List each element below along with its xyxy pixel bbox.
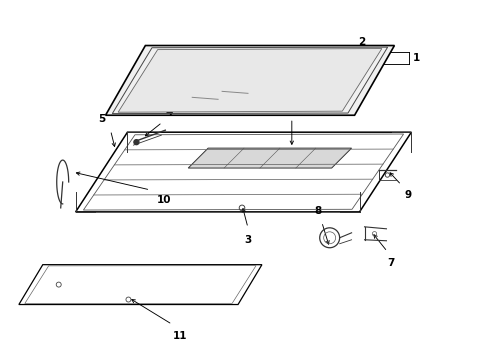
Polygon shape bbox=[188, 148, 352, 168]
Text: 5: 5 bbox=[98, 114, 105, 124]
Polygon shape bbox=[118, 49, 382, 112]
Circle shape bbox=[134, 140, 139, 145]
Text: 1: 1 bbox=[413, 54, 419, 63]
Text: 7: 7 bbox=[388, 258, 395, 268]
Polygon shape bbox=[75, 132, 412, 212]
Text: 2: 2 bbox=[358, 36, 365, 46]
Text: 11: 11 bbox=[173, 332, 188, 341]
Text: 3: 3 bbox=[245, 235, 251, 245]
Polygon shape bbox=[19, 265, 262, 305]
Polygon shape bbox=[105, 45, 394, 115]
Text: 10: 10 bbox=[156, 195, 171, 205]
Text: 8: 8 bbox=[314, 206, 321, 216]
Text: 6: 6 bbox=[288, 100, 295, 110]
Text: 9: 9 bbox=[404, 190, 412, 200]
Text: 4: 4 bbox=[165, 107, 172, 117]
